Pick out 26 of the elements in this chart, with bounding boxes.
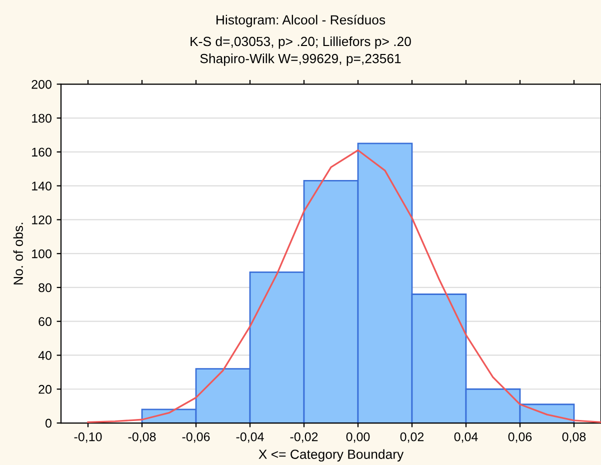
chart-subtitle: K-S d=,03053, p> .20; Lilliefors p> .20 Shapiro-Wilk W=,99629, p=,23561 (190, 36, 411, 66)
y-tick-label: 140 (32, 182, 52, 190)
x-tick-label: -0,06 (182, 432, 210, 443)
y-tick-label: 200 (32, 80, 52, 89)
x-tick-label: -0,02 (290, 432, 318, 443)
y-tick-label: 80 (38, 283, 52, 292)
y-tick-label: 0 (46, 418, 52, 428)
x-tick-label: 0,04 (454, 432, 478, 443)
y-tick-label: 160 (32, 148, 52, 157)
line-series (87, 149, 601, 423)
y-axis-title: No. of obs. (13, 222, 23, 284)
x-axis-title: X <= Category Boundary (258, 449, 404, 462)
x-tick-label: 0,00 (346, 432, 370, 443)
x-tick-label: 0,06 (508, 432, 532, 443)
y-tick-label: 60 (38, 317, 52, 326)
y-tick-label: 40 (38, 351, 52, 360)
x-tick-label: -0,04 (236, 432, 264, 443)
y-tick-label: 100 (32, 249, 52, 258)
x-tick-label: 0,02 (400, 432, 424, 443)
y-tick-label: 20 (38, 384, 52, 394)
x-tick-label: 0,08 (562, 432, 586, 443)
y-tick-label: 120 (32, 216, 52, 224)
x-tick-label: -0,10 (74, 432, 102, 443)
chart-title: Histogram: Alcool - Resíduos (216, 14, 386, 28)
x-tick-label: -0,08 (128, 432, 156, 443)
y-tick-label: 180 (32, 114, 52, 123)
